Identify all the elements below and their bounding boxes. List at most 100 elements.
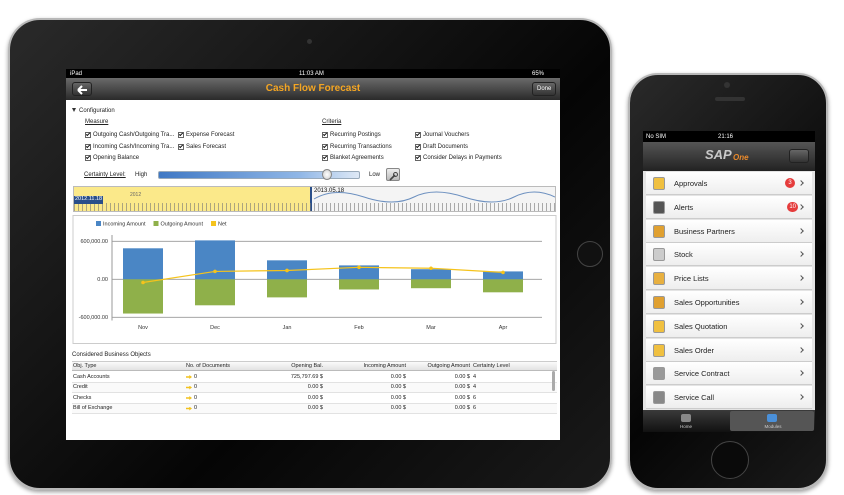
legend-label: Net [218,221,227,227]
timeline[interactable] [73,186,556,212]
checkbox[interactable] [322,143,328,150]
menu-item[interactable] [646,362,812,386]
checkbox[interactable] [415,143,421,150]
doc-arrow [186,396,192,400]
menu-item[interactable] [646,195,812,219]
table-cell: Credit [73,384,88,390]
checkbox-label: Recurring Postings [330,132,381,138]
criteria-title: Criteria [322,119,342,125]
x-tick-label: Feb [354,325,363,331]
checkbox[interactable] [322,131,328,138]
certainty-high: High [135,172,148,178]
header-bar [643,142,815,171]
table-cell: 0.00 $ [307,394,323,401]
checkbox[interactable] [415,154,421,161]
legend-swatch [96,221,101,226]
menu-item[interactable] [646,338,812,362]
menu-icon [653,248,665,262]
checkbox[interactable] [178,143,184,150]
iphone-screen: No SIM 21:16 SAP One Approvals 3 Alerts 10 B… [643,131,815,432]
x-tick-label: Dec [210,325,220,331]
timeline-wave [313,191,555,203]
checkbox-label: Incoming Cash/Incoming Tra... [93,143,175,150]
header-cell: Outgoing Amount [427,363,470,369]
tab-icon[interactable] [681,414,691,422]
tab-icon[interactable] [767,414,777,422]
menu-label: Sales Order [674,345,715,355]
checkbox[interactable] [322,154,328,161]
menu-badge: 3 [785,178,795,188]
table-cell: Bill of Exchange [73,405,113,411]
menu-item[interactable] [646,172,812,195]
menu-item[interactable] [646,243,812,267]
done-button[interactable]: Done [532,82,557,96]
status-bar [643,131,815,142]
table-cell: 4 [473,373,477,380]
checkbox-label: Outgoing Cash/Outgoing Tra... [93,132,175,138]
menu-item[interactable] [646,386,812,410]
y-tick-label: -600,000.00 [79,315,108,321]
table-cell: 0.00 $ [454,405,470,411]
timeline-year: 2012 [130,192,142,198]
table-row [72,393,557,404]
x-tick-label: Nov [138,325,148,331]
menu-item[interactable] [646,291,812,314]
table-cell: 4 [473,384,477,390]
certainty-slider[interactable] [158,171,360,179]
bar [339,265,379,280]
bar [123,248,163,280]
table-cell: 0 [194,384,198,390]
certainty-low: Low [369,172,381,178]
checkbox[interactable] [178,131,184,138]
status-device: iPad [70,71,83,77]
y-tick-label: 600,000.00 [80,239,108,245]
bar [411,279,451,289]
x-tick-label: Jan [283,325,292,331]
check [85,143,91,148]
menu-item[interactable] [646,219,812,243]
checkbox-label: Recurring Transactions [330,143,392,150]
checkbox[interactable] [415,131,421,138]
config-title: Configuration [79,108,115,114]
certainty-label: Certainty Level: [84,172,126,178]
checkbox-label: Blanket Agreements [330,155,384,161]
check [322,154,328,160]
y-tick-label: 0.00 [97,277,108,283]
menu-item[interactable] [646,267,812,291]
table-cell: 0 [194,394,198,401]
back-button[interactable] [72,82,92,96]
iphone-home-button[interactable] [711,441,749,479]
menu-label: Alerts [674,202,694,212]
checkbox[interactable] [85,143,91,150]
ipad-home-button[interactable] [577,241,603,267]
menu-label: Sales Opportunities [674,298,740,307]
menu-icon [653,200,665,214]
table-cell: 0 [194,405,198,411]
checkbox[interactable] [85,131,91,138]
doc-arrow [186,406,192,411]
x-tick-label: Apr [499,325,508,331]
config-toggle[interactable] [72,108,76,112]
checkbox-label: Sales Forecast [186,143,227,150]
header-button[interactable] [789,149,809,163]
checkbox-label: Expense Forecast [186,132,235,138]
menu-item[interactable] [646,314,812,338]
header-cell: Opening Bal. [291,363,323,369]
menu-label: Service Call [674,393,715,403]
slider-handle[interactable] [322,169,332,180]
check [415,143,421,148]
timeline-start: 2012.11.18 [74,196,104,204]
table-cell: 0.00 $ [307,384,323,390]
net-point [429,266,433,271]
net-point [357,265,361,270]
menu-label: Price Lists [674,274,709,284]
wrench-button[interactable] [386,168,400,181]
table-row [72,403,557,414]
ipad-camera [307,39,312,44]
bar [339,279,379,290]
table-header [72,362,557,371]
table-cell: 0.00 $ [454,384,470,390]
menu-label: Stock [674,250,693,260]
checkbox[interactable] [85,154,91,161]
menu-icon [653,272,665,286]
